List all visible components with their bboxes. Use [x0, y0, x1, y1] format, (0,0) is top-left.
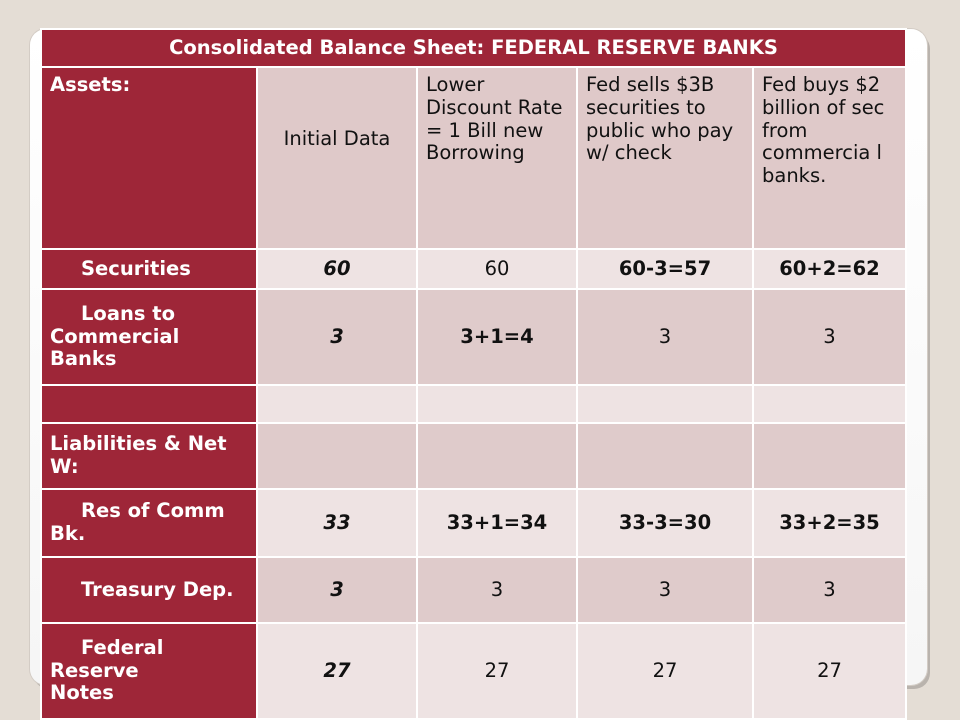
table-row-treasury: Treasury Dep. 3 3 3 3 — [40, 556, 907, 624]
cell-securities-initial: 60 — [256, 248, 418, 290]
cell-notes-discount: 27 — [416, 622, 578, 720]
cell-treasury-sells: 3 — [576, 556, 754, 624]
cell-reserves-buys: 33+2=35 — [752, 488, 907, 558]
cell-liab-4 — [752, 422, 907, 490]
table-row-securities: Securities 60 60 60-3=57 60+2=62 — [40, 248, 907, 290]
row-label-text: Loans to Commercial Banks — [50, 301, 180, 371]
cell-liab-1 — [256, 422, 418, 490]
cell-reserves-sells: 33-3=30 — [576, 488, 754, 558]
balance-sheet-table: Consolidated Balance Sheet: FEDERAL RESE… — [40, 28, 907, 720]
col-header-fed-buys: Fed buys $2 billion of sec from commerci… — [752, 66, 907, 250]
cell-notes-buys: 27 — [752, 622, 907, 720]
table-row-blank — [40, 384, 907, 424]
cell-blank-4 — [752, 384, 907, 424]
cell-loans-initial: 3 — [256, 288, 418, 386]
row-label-text: Federal Reserve Notes — [50, 635, 164, 705]
row-label-text: Treasury Dep. — [81, 577, 234, 601]
row-label-liabilities: Liabilities & Net W: — [40, 422, 258, 490]
col-header-lower-discount: Lower Discount Rate = 1 Bill new Borrowi… — [416, 66, 578, 250]
cell-blank-3 — [576, 384, 754, 424]
row-label-text: Securities — [81, 256, 191, 280]
cell-liab-3 — [576, 422, 754, 490]
cell-treasury-initial: 3 — [256, 556, 418, 624]
cell-blank-1 — [256, 384, 418, 424]
cell-loans-buys: 3 — [752, 288, 907, 386]
cell-notes-initial: 27 — [256, 622, 418, 720]
cell-reserves-discount: 33+1=34 — [416, 488, 578, 558]
title-row: Consolidated Balance Sheet: FEDERAL RESE… — [40, 28, 907, 68]
row-label-loans: Loans to Commercial Banks — [40, 288, 258, 386]
table-row-reserves: Res of Comm Bk. 33 33+1=34 33-3=30 33+2=… — [40, 488, 907, 558]
table-row-liabilities-header: Liabilities & Net W: — [40, 422, 907, 490]
cell-notes-sells: 27 — [576, 622, 754, 720]
assets-header: Assets: — [40, 66, 258, 250]
cell-loans-sells: 3 — [576, 288, 754, 386]
row-label-securities: Securities — [40, 248, 258, 290]
cell-reserves-initial: 33 — [256, 488, 418, 558]
header-row: Assets: Initial Data Lower Discount Rate… — [40, 66, 907, 250]
col-header-initial-data: Initial Data — [256, 66, 418, 250]
cell-securities-discount: 60 — [416, 248, 578, 290]
row-label-treasury: Treasury Dep. — [40, 556, 258, 624]
col-header-fed-sells: Fed sells $3B securities to public who p… — [576, 66, 754, 250]
cell-securities-buys: 60+2=62 — [752, 248, 907, 290]
cell-treasury-discount: 3 — [416, 556, 578, 624]
cell-treasury-buys: 3 — [752, 556, 907, 624]
cell-loans-discount: 3+1=4 — [416, 288, 578, 386]
cell-securities-sells: 60-3=57 — [576, 248, 754, 290]
table-title: Consolidated Balance Sheet: FEDERAL RESE… — [40, 28, 907, 68]
table-row-loans: Loans to Commercial Banks 3 3+1=4 3 3 — [40, 288, 907, 386]
row-label-reserves: Res of Comm Bk. — [40, 488, 258, 558]
cell-liab-2 — [416, 422, 578, 490]
row-label-text: Res of Comm Bk. — [50, 499, 225, 545]
cell-blank-2 — [416, 384, 578, 424]
row-label-fr-notes: Federal Reserve Notes — [40, 622, 258, 720]
table-row-fr-notes: Federal Reserve Notes 27 27 27 27 — [40, 622, 907, 720]
row-label-blank — [40, 384, 258, 424]
